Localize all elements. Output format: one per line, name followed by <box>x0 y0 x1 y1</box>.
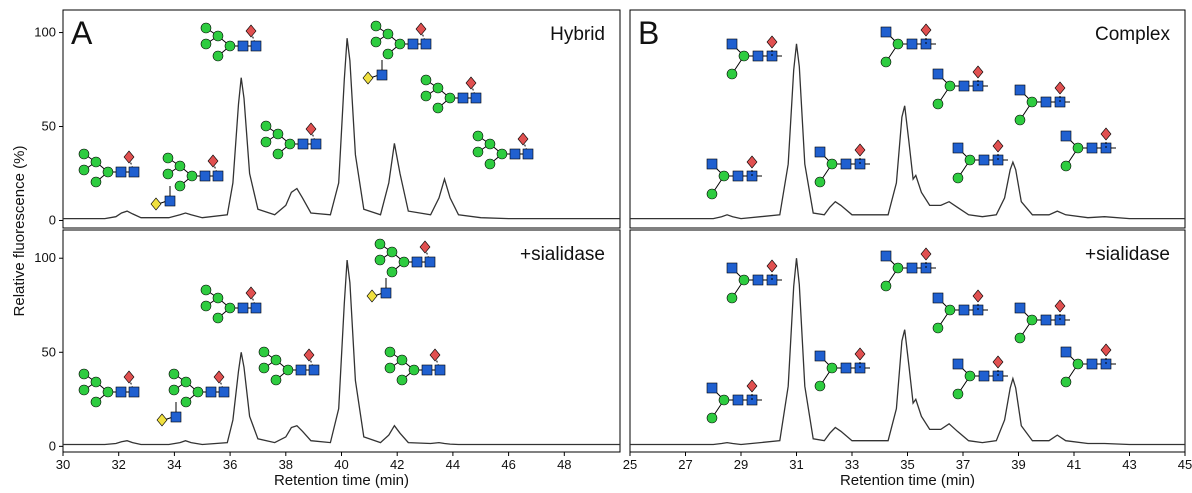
trace <box>630 43 1185 220</box>
x-tick-label: 25 <box>623 457 637 472</box>
glycan-icon <box>726 259 783 304</box>
x-tick-label: 37 <box>956 457 970 472</box>
x-tick-label: 42 <box>390 457 404 472</box>
panel-letter: A <box>71 15 93 51</box>
trace <box>63 38 620 220</box>
x-tick-label: 41 <box>1067 457 1081 472</box>
glycan-icon <box>932 65 989 110</box>
glycan-icon <box>1014 299 1071 344</box>
glycan-icons <box>78 20 1117 427</box>
x-tick-label: 33 <box>845 457 859 472</box>
glycan-icon <box>952 355 1009 400</box>
x-tick-label: 30 <box>56 457 70 472</box>
annotation: +sialidase <box>520 244 605 265</box>
glycan-icon <box>880 247 937 292</box>
glycan-icon <box>168 368 230 408</box>
glycan-icon <box>706 379 763 424</box>
glycan-icon <box>1014 81 1071 126</box>
y-tick-label: 100 <box>34 250 56 265</box>
x-tick-label: 27 <box>678 457 692 472</box>
glycan-icon <box>1060 127 1117 172</box>
glycan-icon <box>374 238 436 278</box>
glycan-icon <box>472 130 534 170</box>
glycan-icon <box>814 347 871 392</box>
x-tick-label: 44 <box>446 457 460 472</box>
x-tick-label: 46 <box>501 457 515 472</box>
glycan-icon <box>366 277 392 303</box>
glycan-icon <box>384 346 446 386</box>
glycan-icon <box>200 284 262 324</box>
glycan-icon <box>1060 343 1117 388</box>
glycan-icon <box>880 23 937 68</box>
glycan-icon <box>420 74 482 114</box>
glycan-icon <box>260 120 322 160</box>
glycan-icon <box>726 35 783 80</box>
glycan-icon <box>258 346 320 386</box>
glycan-icon <box>932 289 989 334</box>
x-tick-label: 38 <box>279 457 293 472</box>
x-tick-label: 39 <box>1011 457 1025 472</box>
trace <box>630 258 1185 446</box>
x-tick-label: 29 <box>734 457 748 472</box>
x-tick-label: 45 <box>1178 457 1192 472</box>
x-tick-label: 34 <box>167 457 181 472</box>
y-tick-label: 100 <box>34 25 56 40</box>
y-tick-label: 50 <box>42 119 56 134</box>
x-axis-label: Retention time (min) <box>840 472 975 489</box>
x-tick-label: 36 <box>223 457 237 472</box>
annotation: Hybrid <box>550 24 605 45</box>
y-tick-label: 0 <box>49 212 56 227</box>
y-axis-label: Relative fluorescence (%) <box>11 146 28 317</box>
trace <box>63 260 620 446</box>
x-tick-label: 32 <box>111 457 125 472</box>
glycan-icon <box>814 143 871 188</box>
glycan-icon <box>78 148 140 188</box>
x-tick-label: 35 <box>900 457 914 472</box>
annotation: +sialidase <box>1085 244 1170 265</box>
glycan-icon <box>162 152 224 192</box>
x-tick-label: 31 <box>789 457 803 472</box>
annotation: Complex <box>1095 24 1170 45</box>
glycan-icon <box>952 139 1009 184</box>
glycan-icon <box>150 185 176 211</box>
glycan-icon <box>706 155 763 200</box>
x-axis-label: Retention time (min) <box>274 472 409 489</box>
plot-frame <box>629 9 1186 229</box>
glycan-icon <box>78 368 140 408</box>
glycan-icon <box>370 20 432 60</box>
panel-letter: B <box>638 15 659 51</box>
plot-frame <box>62 9 621 229</box>
glycan-icon <box>362 59 388 85</box>
y-tick-label: 0 <box>49 438 56 453</box>
x-tick-label: 48 <box>557 457 571 472</box>
glycan-icon <box>200 22 262 62</box>
x-tick-label: 43 <box>1122 457 1136 472</box>
y-tick-label: 50 <box>42 344 56 359</box>
x-tick-label: 40 <box>334 457 348 472</box>
glycan-icon <box>156 401 182 427</box>
